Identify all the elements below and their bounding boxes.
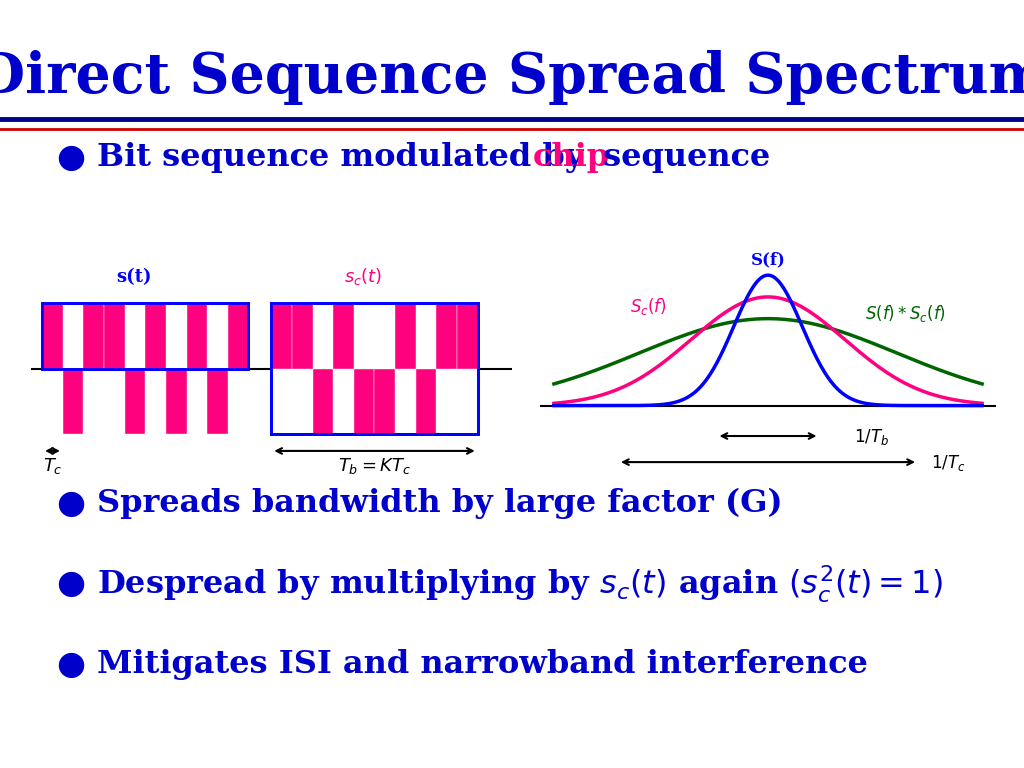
Bar: [312, 369, 333, 435]
Text: $S_c(f)$: $S_c(f)$: [630, 296, 667, 317]
Bar: [42, 303, 62, 369]
Bar: [104, 303, 125, 369]
Text: $1/T_c$: $1/T_c$: [931, 453, 966, 473]
Text: S(f): S(f): [751, 252, 785, 269]
Text: $s_c(t)$: $s_c(t)$: [344, 266, 382, 287]
Bar: [354, 369, 375, 435]
Bar: [62, 369, 83, 435]
Text: ●: ●: [56, 141, 85, 174]
Text: Bit sequence modulated by: Bit sequence modulated by: [97, 142, 595, 173]
Bar: [125, 369, 145, 435]
Text: $S(f)*S_c(f)$: $S(f)*S_c(f)$: [864, 303, 945, 323]
Bar: [271, 303, 292, 369]
Text: s(t): s(t): [116, 268, 152, 286]
Text: $T_b=KT_c$: $T_b=KT_c$: [338, 456, 411, 476]
Bar: [166, 369, 186, 435]
Text: sequence: sequence: [592, 142, 770, 173]
Text: $1/T_b$: $1/T_b$: [854, 427, 889, 447]
Bar: [333, 303, 354, 369]
Bar: [227, 303, 249, 369]
Bar: [457, 303, 477, 369]
Text: Spreads bandwidth by large factor (G): Spreads bandwidth by large factor (G): [97, 488, 783, 518]
Bar: [292, 303, 312, 369]
Bar: [83, 303, 104, 369]
Bar: [271, 303, 477, 435]
Bar: [395, 303, 416, 369]
Text: Mitigates ISI and narrowband interference: Mitigates ISI and narrowband interferenc…: [97, 649, 868, 680]
Bar: [145, 303, 166, 369]
Bar: [416, 369, 436, 435]
Text: ●: ●: [56, 487, 85, 519]
Text: Despread by multiplying by $s_c(t)$ again $(s_c^2(t)=1)$: Despread by multiplying by $s_c(t)$ agai…: [97, 563, 943, 604]
Text: ●: ●: [56, 648, 85, 680]
Bar: [271, 303, 477, 435]
Text: chip: chip: [532, 142, 609, 173]
Bar: [42, 303, 249, 369]
Text: Direct Sequence Spread Spectrum: Direct Sequence Spread Spectrum: [0, 50, 1024, 105]
Bar: [186, 303, 207, 369]
Bar: [436, 303, 457, 369]
Text: ●: ●: [56, 568, 85, 600]
Bar: [42, 303, 249, 369]
Text: $T_c$: $T_c$: [43, 456, 62, 476]
Bar: [207, 369, 227, 435]
Bar: [375, 369, 395, 435]
